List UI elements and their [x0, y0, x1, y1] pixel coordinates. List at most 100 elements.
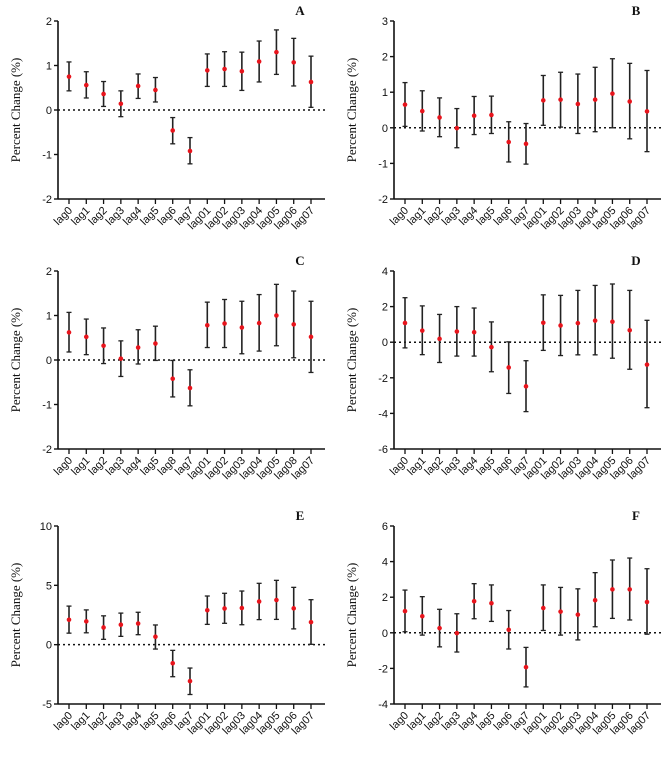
data-point [540, 320, 546, 326]
y-tick-label: 3 [382, 16, 388, 28]
data-point [610, 91, 615, 96]
data-point [644, 362, 650, 367]
data-point [437, 625, 442, 631]
data-point [610, 319, 615, 325]
chart-svg: Percent Change (%)B-2-10123lag0lag1lag2l… [344, 3, 661, 232]
data-point [523, 664, 529, 670]
data-point [308, 79, 314, 85]
data-point [575, 320, 581, 326]
data-point [627, 327, 633, 333]
data-point [222, 66, 227, 72]
data-point [291, 322, 297, 327]
y-tick-label: 0 [382, 123, 388, 135]
y-tick-label: -2 [378, 194, 388, 206]
y-tick-label: 2 [382, 302, 388, 314]
y-tick-label: 1 [46, 61, 52, 73]
data-point [118, 622, 124, 628]
panel-c-chart: Percent Change (%) C -2 -1 0 1 2 lag0 lag1 lag2 la… [0, 250, 335, 502]
data-point [471, 113, 477, 118]
y-tick-label: 2 [382, 52, 388, 64]
data-point [66, 617, 72, 623]
data-point [291, 60, 297, 65]
data-point [471, 598, 477, 604]
y-tick-label: 5 [46, 580, 52, 592]
data-point [575, 612, 581, 617]
y-tick-label: -1 [42, 150, 52, 162]
data-point [644, 109, 650, 114]
data-point [135, 621, 141, 626]
data-point [437, 336, 442, 342]
data-point [592, 97, 598, 102]
data-point [101, 91, 106, 97]
data-point [454, 125, 460, 131]
y-axis-label: Percent Change (%) [344, 58, 359, 163]
y-tick-label: 6 [382, 521, 388, 533]
panel-a-chart: Percent Change (%) A -2 -1 0 1 2 lag0 lag1 lag2 la… [0, 0, 335, 252]
chart-svg: Percent Change (%)F-4-20246lag0lag1lag2l… [344, 508, 661, 737]
data-point [222, 321, 227, 326]
data-point [575, 101, 581, 107]
y-tick-label: 4 [382, 266, 388, 278]
panel-label: D [631, 253, 640, 268]
data-point [101, 343, 106, 349]
data-point [308, 334, 314, 340]
data-point [170, 660, 176, 666]
y-tick-label: -5 [42, 699, 52, 711]
data-point [153, 87, 158, 93]
data-point [558, 323, 563, 328]
data-point [274, 597, 279, 603]
y-tick-label: 0 [382, 628, 388, 640]
y-tick-label: -6 [378, 444, 388, 456]
data-point [437, 115, 442, 120]
y-tick-label: -2 [378, 373, 388, 385]
data-point [118, 356, 124, 361]
data-point [83, 82, 89, 88]
y-tick-label: -2 [378, 663, 388, 675]
y-axis-label: Percent Change (%) [8, 308, 23, 413]
y-tick-label: -4 [378, 699, 388, 711]
data-point [558, 97, 563, 102]
y-tick-label: 2 [46, 266, 52, 278]
data-point [135, 345, 141, 350]
data-point [308, 619, 314, 625]
data-point [489, 600, 494, 606]
data-point [153, 341, 158, 346]
panel-label: B [632, 3, 641, 18]
data-point [592, 597, 598, 603]
panel-label: A [295, 3, 305, 18]
panel-label: E [296, 508, 305, 523]
y-tick-label: 10 [40, 521, 52, 533]
data-point [419, 328, 425, 333]
data-point [239, 605, 245, 611]
y-tick-label: 4 [382, 557, 388, 569]
data-point [83, 619, 89, 624]
panel-d-chart: Percent Change (%) D -6 -4 -2 0 2 4 lag0 lag1 lag2… [336, 250, 669, 502]
data-point [187, 385, 193, 391]
y-tick-label: -2 [42, 194, 52, 206]
panel-label: F [632, 508, 640, 523]
data-point [239, 325, 245, 330]
y-axis-label: Percent Change (%) [8, 563, 23, 668]
panel-b-chart: Percent Change (%) B -2 -1 0 1 2 3 lag0 lag1 lag2 l… [336, 0, 669, 252]
data-point [419, 613, 425, 619]
data-point [402, 320, 408, 326]
data-point [66, 74, 72, 79]
data-point [402, 608, 408, 614]
chart-svg: Percent Change (%)C-2-1012lag0lag1lag2la… [8, 253, 325, 482]
data-point [239, 68, 245, 74]
data-point [506, 627, 512, 633]
y-tick-label: 0 [46, 355, 52, 367]
data-point [135, 83, 141, 89]
data-point [153, 634, 158, 640]
y-axis-label: Percent Change (%) [344, 563, 359, 668]
data-point [274, 49, 279, 55]
data-point [506, 365, 512, 370]
data-point [627, 99, 633, 104]
data-point [256, 320, 262, 326]
y-tick-label: 0 [46, 640, 52, 652]
y-tick-label: -2 [42, 444, 52, 456]
data-point [204, 607, 210, 613]
data-point [170, 128, 176, 133]
y-tick-label: 2 [382, 592, 388, 604]
data-point [222, 606, 227, 611]
